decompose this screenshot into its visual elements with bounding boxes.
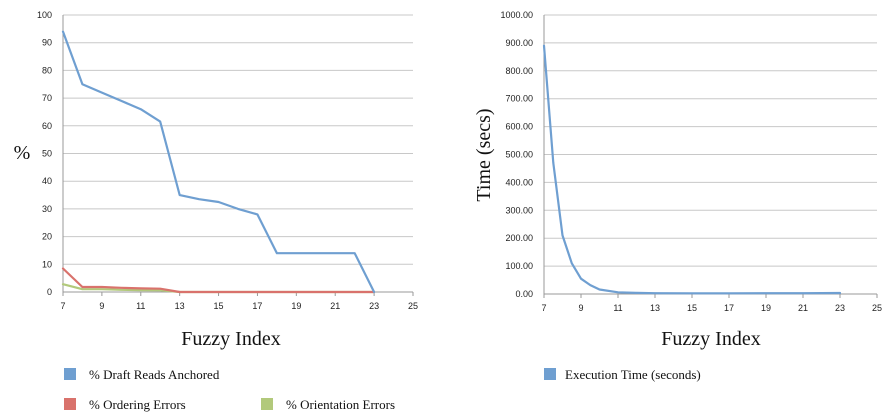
x-tick-label: 23 — [369, 301, 379, 311]
y-tick-label: 100.00 — [505, 261, 533, 271]
x-tick-label: 9 — [578, 303, 583, 313]
legend-swatch-draft-reads — [64, 368, 76, 380]
y-tick-label: 10 — [42, 259, 52, 269]
x-tick-label: 17 — [252, 301, 262, 311]
x-tick-label: 25 — [872, 303, 882, 313]
y-tick-label: 900.00 — [505, 38, 533, 48]
x-tick-label: 11 — [136, 301, 145, 311]
y-tick-label: 50 — [42, 149, 52, 159]
series-line-ordering-errors — [61, 267, 376, 294]
y-tick-label: 800.00 — [505, 66, 533, 76]
y-tick-label: 700.00 — [505, 94, 533, 104]
x-tick-label: 9 — [99, 301, 104, 311]
right-legend: Execution Time (seconds) — [544, 367, 701, 382]
x-tick-label: 15 — [687, 303, 697, 313]
y-tick-label: 90 — [42, 38, 52, 48]
right-gridlines: 0.00 100.00 200.00 300.00 400.00 500.00 600.00… — [500, 10, 877, 299]
legend-label-ordering-errors: % Ordering Errors — [89, 397, 186, 412]
y-tick-label: 400.00 — [505, 177, 533, 187]
x-tick-label: 7 — [541, 303, 546, 313]
legend-swatch-execution-time — [544, 368, 556, 380]
series-line-draft-reads-anchored — [61, 30, 376, 294]
x-tick-label: 19 — [761, 303, 771, 313]
left-legend: % Draft Reads Anchored % Ordering Errors… — [64, 367, 395, 412]
left-gridlines: 0 10 20 30 40 50 60 70 80 90 100 — [37, 10, 413, 297]
chart-right: 0.00 100.00 200.00 300.00 400.00 500.00 600.00… — [473, 10, 882, 350]
y-tick-label: 70 — [42, 93, 52, 103]
left-y-axis-title: % — [14, 142, 31, 164]
x-tick-label: 13 — [175, 301, 185, 311]
y-tick-label: 500.00 — [505, 150, 533, 160]
series-line-execution-time-seconds — [542, 44, 842, 295]
x-tick-label: 19 — [291, 301, 301, 311]
x-tick-label: 23 — [835, 303, 845, 313]
x-tick-label: 13 — [650, 303, 660, 313]
y-tick-label: 60 — [42, 121, 52, 131]
y-tick-label: 200.00 — [505, 233, 533, 243]
y-tick-label: 30 — [42, 204, 52, 214]
legend-label-draft-reads: % Draft Reads Anchored — [89, 367, 220, 382]
right-series — [542, 44, 842, 295]
y-tick-label: 300.00 — [505, 205, 533, 215]
legend-label-execution-time: Execution Time (seconds) — [565, 367, 701, 382]
right-y-axis-title: Time (secs) — [473, 108, 495, 201]
left-x-ticks: 7 9 11 13 15 17 19 21 23 25 — [60, 292, 418, 311]
y-tick-label: 1000.00 — [500, 10, 533, 20]
x-tick-label: 21 — [798, 303, 808, 313]
y-tick-label: 100 — [37, 10, 52, 20]
y-tick-label: 0 — [47, 287, 52, 297]
x-tick-label: 11 — [613, 303, 622, 313]
y-tick-label: 40 — [42, 176, 52, 186]
y-tick-label: 0.00 — [515, 289, 533, 299]
legend-swatch-orientation-errors — [261, 398, 273, 410]
left-series — [61, 30, 376, 294]
x-tick-label: 21 — [330, 301, 340, 311]
x-tick-label: 25 — [408, 301, 418, 311]
right-x-axis-title: Fuzzy Index — [661, 328, 760, 350]
x-tick-label: 7 — [60, 301, 65, 311]
left-x-axis-title: Fuzzy Index — [181, 328, 280, 350]
y-tick-label: 80 — [42, 65, 52, 75]
legend-swatch-ordering-errors — [64, 398, 76, 410]
x-tick-label: 15 — [214, 301, 224, 311]
x-tick-label: 17 — [724, 303, 734, 313]
y-tick-label: 20 — [42, 232, 52, 242]
y-tick-label: 600.00 — [505, 122, 533, 132]
legend-label-orientation-errors: % Orientation Errors — [286, 397, 395, 412]
right-x-ticks: 7 9 11 13 15 17 19 21 23 25 — [541, 294, 882, 313]
chart-left: 0 10 20 30 40 50 60 70 80 90 100 7 9 11 13 15 17 19 21 23 2… — [14, 10, 418, 350]
